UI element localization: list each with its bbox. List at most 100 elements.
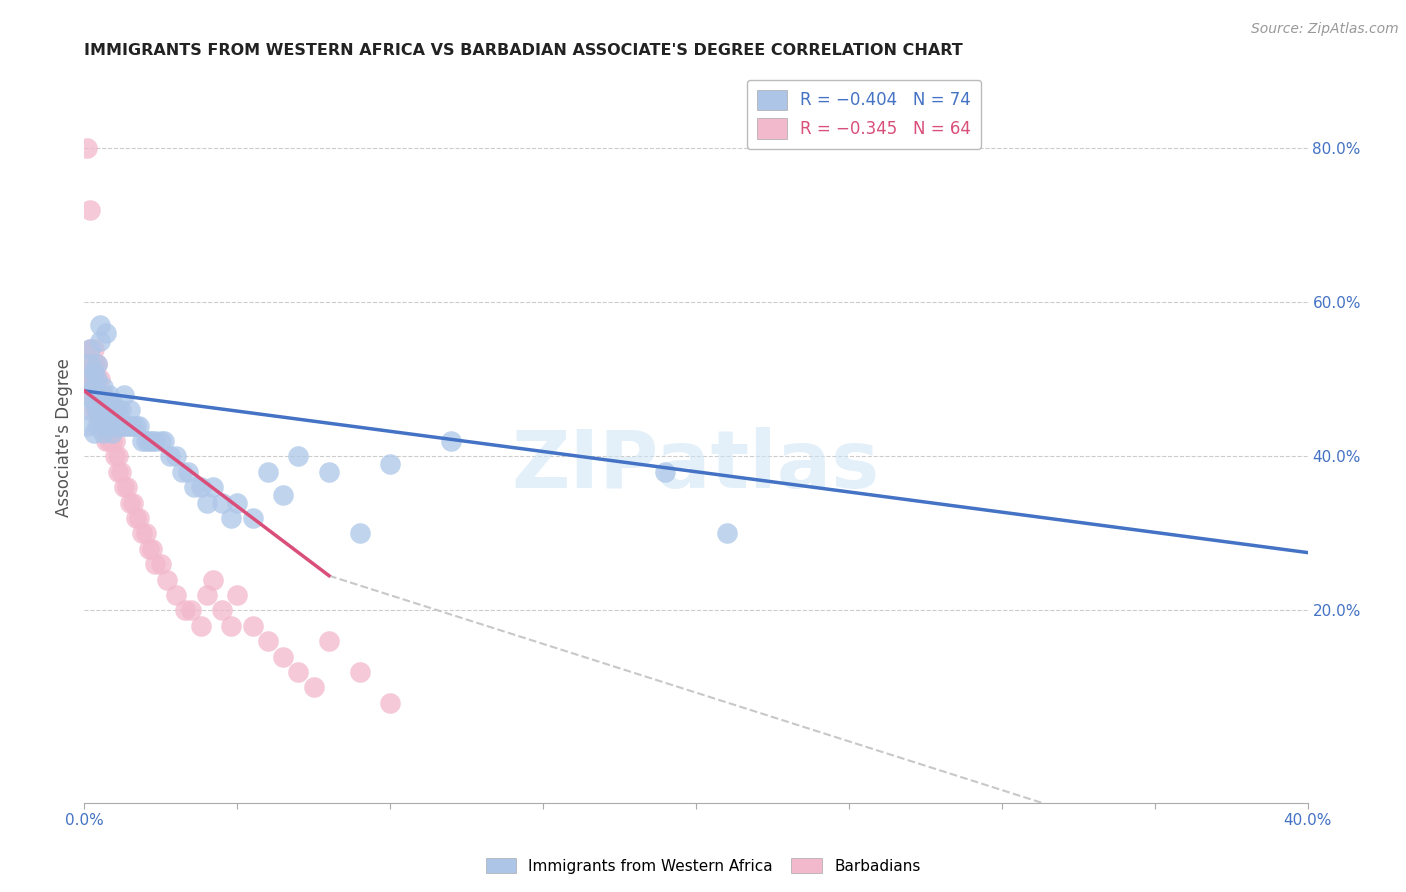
Point — [83, 403, 105, 417]
Point — [104, 418, 127, 433]
Point — [120, 418, 142, 433]
Point — [380, 457, 402, 471]
Point — [86, 357, 108, 371]
Point — [86, 403, 108, 417]
Point — [89, 334, 111, 348]
Point — [89, 410, 111, 425]
Point — [190, 480, 212, 494]
Point — [128, 418, 150, 433]
Point — [174, 603, 197, 617]
Point — [165, 588, 187, 602]
Point — [101, 395, 124, 409]
Point — [287, 665, 309, 679]
Point — [86, 403, 108, 417]
Point — [89, 395, 111, 409]
Point — [107, 418, 129, 433]
Point — [107, 465, 129, 479]
Point — [242, 511, 264, 525]
Point — [257, 465, 280, 479]
Point — [115, 480, 138, 494]
Point — [101, 434, 124, 448]
Point — [83, 380, 105, 394]
Point — [318, 634, 340, 648]
Point — [97, 418, 120, 433]
Point — [318, 465, 340, 479]
Point — [131, 434, 153, 448]
Point — [110, 403, 132, 417]
Point — [159, 450, 181, 464]
Point — [79, 357, 101, 371]
Point — [104, 450, 127, 464]
Point — [89, 372, 111, 386]
Point — [91, 395, 114, 409]
Point — [110, 465, 132, 479]
Point — [83, 372, 105, 386]
Point — [91, 410, 114, 425]
Point — [86, 418, 108, 433]
Point — [83, 365, 105, 379]
Point — [211, 495, 233, 509]
Point — [125, 418, 148, 433]
Point — [91, 403, 114, 417]
Point — [115, 418, 138, 433]
Point — [79, 342, 101, 356]
Text: ZIPatlas: ZIPatlas — [512, 427, 880, 506]
Point — [177, 465, 200, 479]
Point — [101, 426, 124, 441]
Point — [654, 465, 676, 479]
Point — [201, 480, 224, 494]
Legend: Immigrants from Western Africa, Barbadians: Immigrants from Western Africa, Barbadia… — [479, 852, 927, 880]
Point — [156, 573, 179, 587]
Point — [76, 141, 98, 155]
Point — [112, 418, 135, 433]
Point — [143, 434, 166, 448]
Point — [226, 588, 249, 602]
Point — [112, 480, 135, 494]
Point — [91, 426, 114, 441]
Point — [190, 618, 212, 632]
Point — [83, 357, 105, 371]
Point — [380, 696, 402, 710]
Point — [94, 418, 117, 433]
Point — [143, 557, 166, 571]
Point — [141, 434, 163, 448]
Point — [149, 557, 172, 571]
Point — [195, 588, 218, 602]
Point — [79, 388, 101, 402]
Point — [183, 480, 205, 494]
Point — [86, 388, 108, 402]
Point — [271, 649, 294, 664]
Point — [89, 318, 111, 333]
Point — [86, 388, 108, 402]
Point — [211, 603, 233, 617]
Point — [79, 372, 101, 386]
Point — [86, 372, 108, 386]
Point — [122, 495, 145, 509]
Point — [112, 388, 135, 402]
Point — [97, 388, 120, 402]
Point — [180, 603, 202, 617]
Point — [83, 426, 105, 441]
Point — [257, 634, 280, 648]
Point — [83, 342, 105, 356]
Point — [76, 388, 98, 402]
Legend: R = −0.404   N = 74, R = −0.345   N = 64: R = −0.404 N = 74, R = −0.345 N = 64 — [747, 79, 981, 149]
Point — [110, 418, 132, 433]
Point — [138, 541, 160, 556]
Point — [89, 388, 111, 402]
Point — [94, 326, 117, 340]
Point — [349, 526, 371, 541]
Point — [76, 418, 98, 433]
Point — [83, 388, 105, 402]
Point — [131, 526, 153, 541]
Point — [107, 403, 129, 417]
Point — [91, 388, 114, 402]
Point — [83, 395, 105, 409]
Point — [165, 450, 187, 464]
Point — [125, 511, 148, 525]
Point — [149, 434, 172, 448]
Point — [79, 202, 101, 217]
Point — [86, 357, 108, 371]
Point — [172, 465, 194, 479]
Point — [153, 434, 176, 448]
